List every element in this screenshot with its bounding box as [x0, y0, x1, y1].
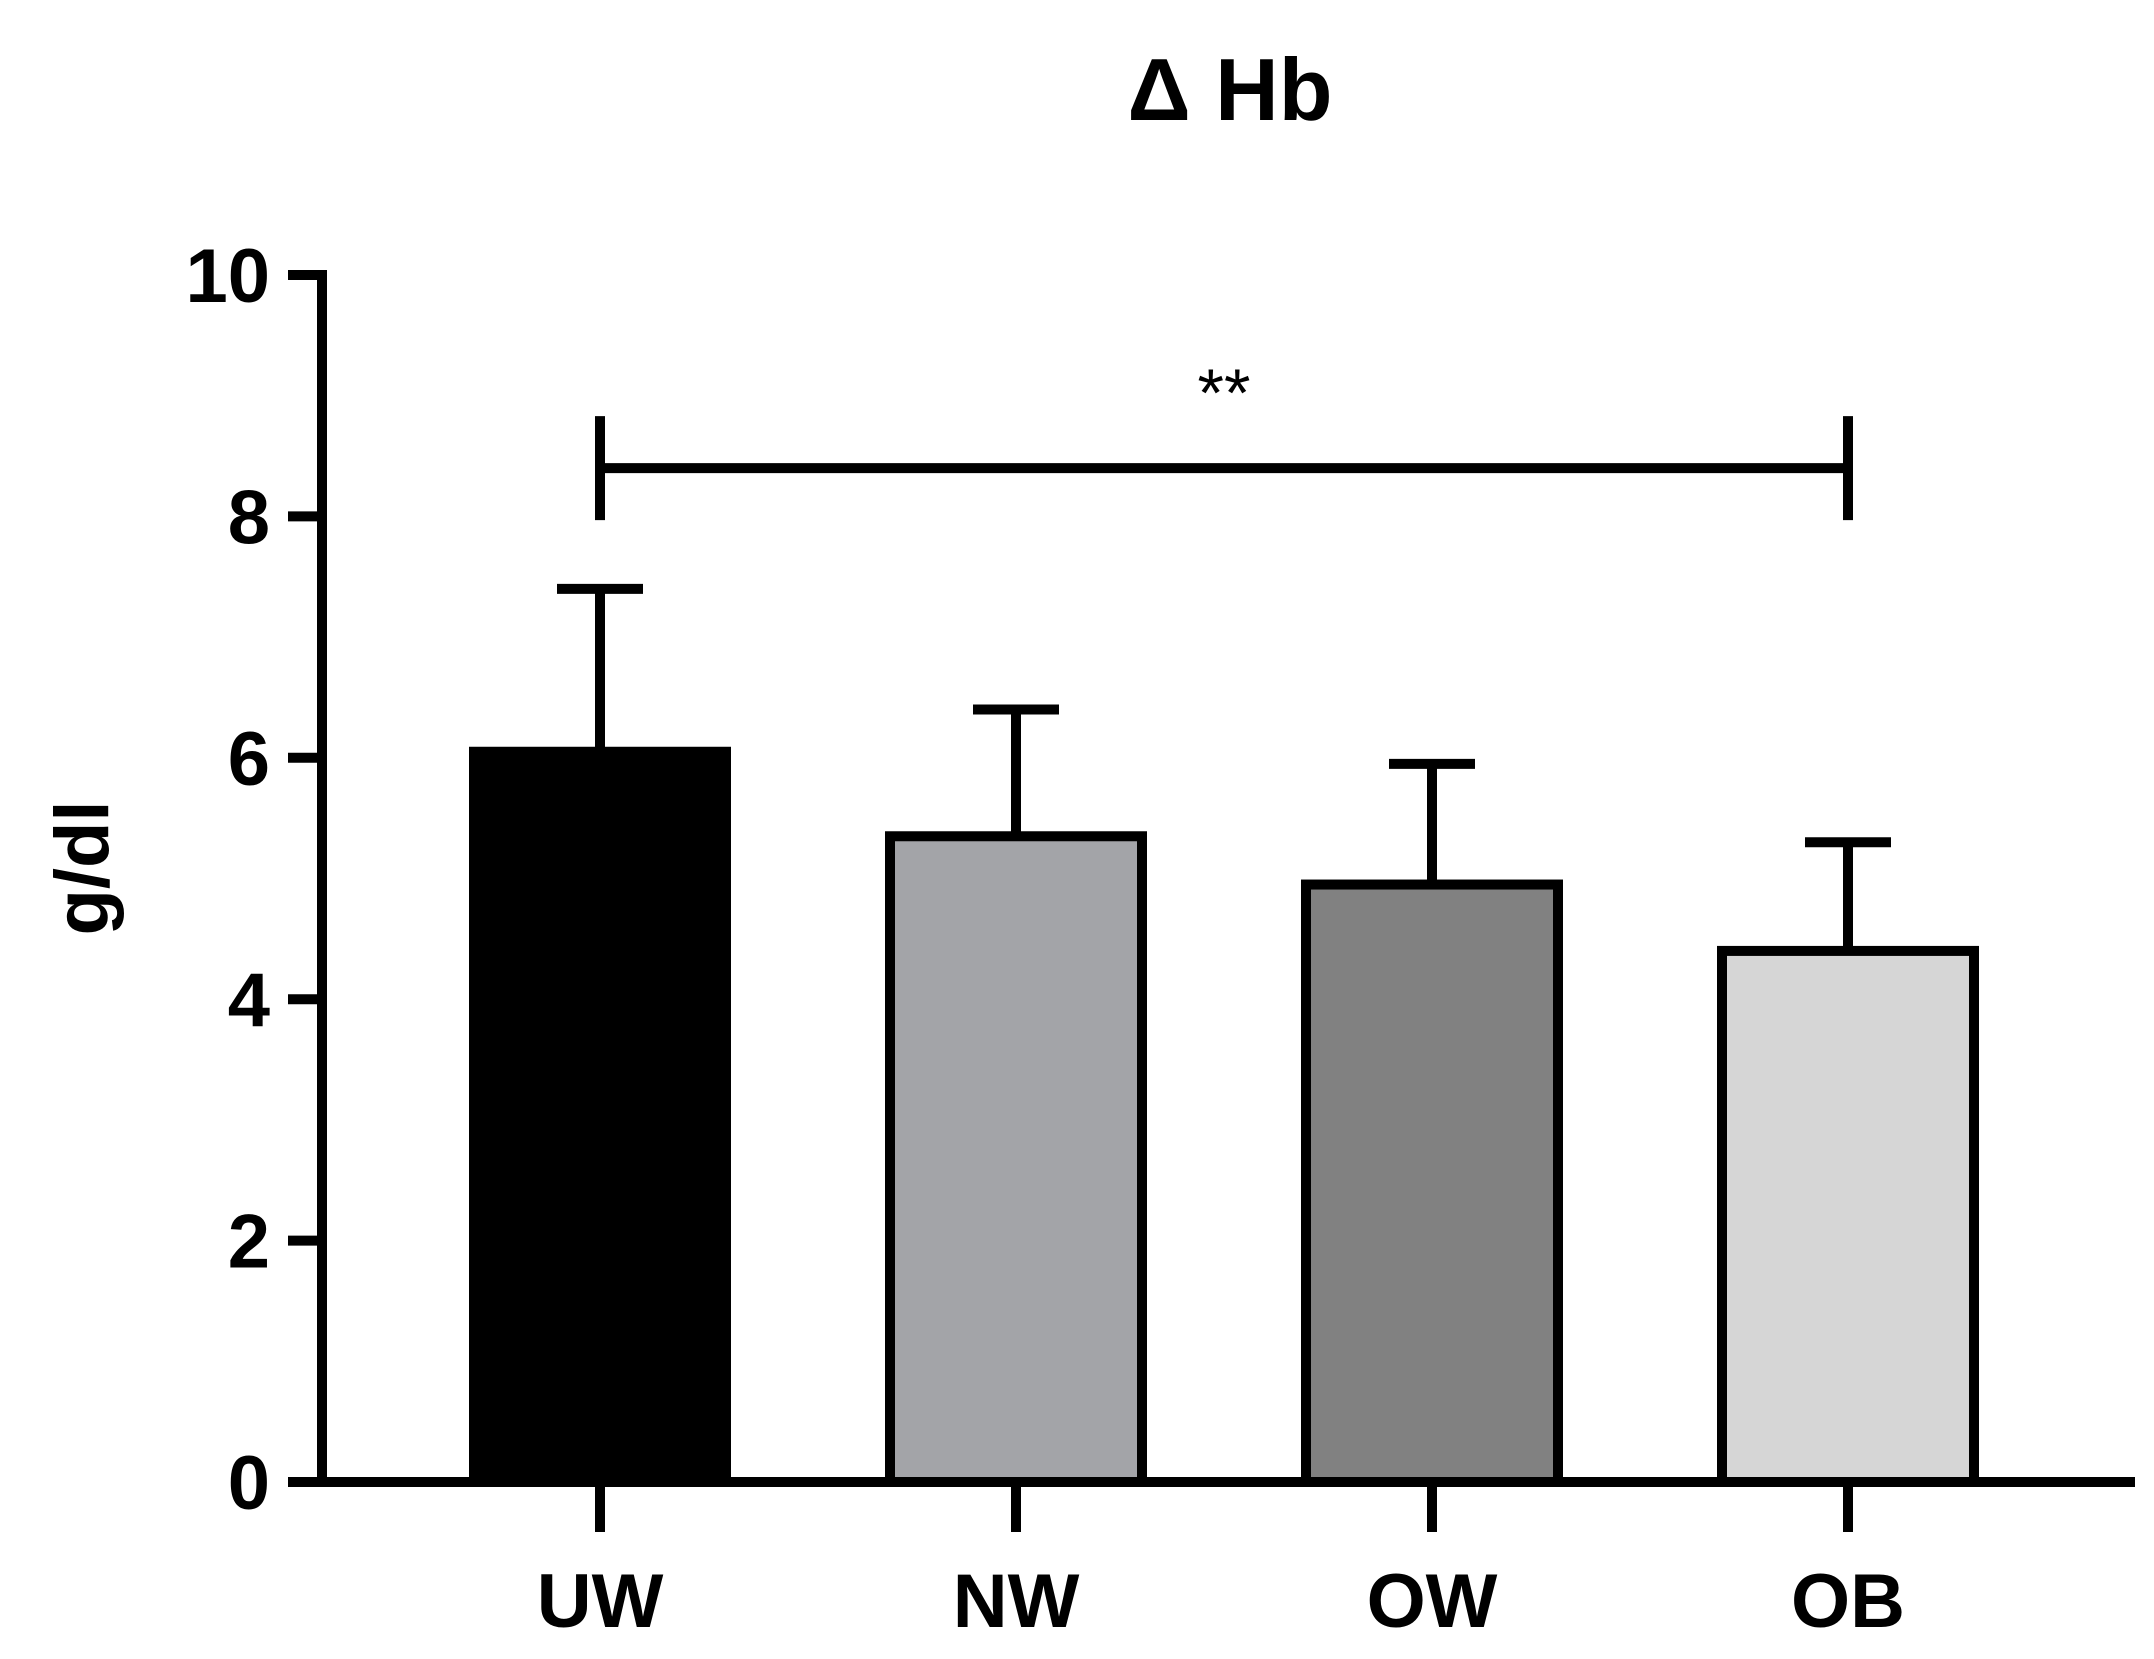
y-tick-label-0: 0 — [228, 1441, 270, 1526]
y-tick-label-10: 10 — [185, 234, 270, 319]
y-tick-label-4: 4 — [228, 958, 270, 1043]
y-axis-label: g/dl — [40, 800, 125, 935]
x-tick-label-uw: UW — [537, 1559, 664, 1644]
plot-area: 0 2 4 6 8 10 UW NW OW OB ** — [185, 234, 2135, 1644]
bar-uw — [469, 746, 731, 1487]
x-tick-label-ob: OB — [1791, 1559, 1905, 1644]
y-tick-label-8: 8 — [228, 475, 270, 560]
y-tick-label-6: 6 — [228, 717, 270, 802]
significance-label: ** — [1198, 355, 1251, 431]
chart-title: Δ Hb — [1127, 40, 1332, 139]
y-tick-label-2: 2 — [228, 1200, 270, 1285]
bar-ow — [1301, 879, 1563, 1487]
x-tick-label-ow: OW — [1367, 1559, 1498, 1644]
x-tick-label-nw: NW — [953, 1559, 1080, 1644]
bar-nw — [885, 831, 1147, 1487]
bar-ob — [1717, 945, 1979, 1487]
